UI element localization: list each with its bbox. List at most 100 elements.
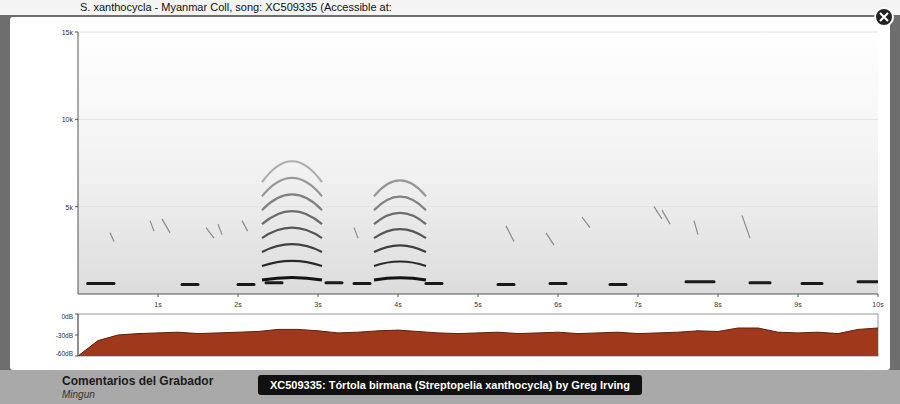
note — [498, 283, 514, 286]
y-axis — [78, 32, 79, 294]
harmonic — [262, 178, 322, 196]
y-tick — [75, 119, 78, 120]
x-tick-label: 6s — [554, 301, 562, 308]
overlay — [0, 0, 900, 404]
grid-line — [78, 119, 878, 120]
x-tick — [238, 294, 239, 297]
x-tick-label: 9s — [794, 301, 802, 308]
x-tick — [478, 294, 479, 297]
harmonic — [374, 229, 426, 238]
note — [610, 283, 626, 286]
y-tick — [75, 32, 78, 33]
x-tick — [558, 294, 559, 297]
harmonic — [262, 261, 322, 266]
chirp — [694, 221, 698, 235]
harmonic — [262, 211, 322, 224]
chirp — [742, 215, 750, 238]
x-tick-label: 5s — [474, 301, 482, 308]
note — [426, 282, 442, 285]
y-tick-label: 5k — [66, 204, 74, 211]
y-tick-label: 0dB — [61, 313, 73, 320]
close-icon — [880, 13, 888, 21]
comments-text: Mingun — [62, 389, 95, 400]
note — [550, 282, 566, 285]
marks — [78, 328, 878, 356]
bottom-strip — [0, 370, 900, 404]
x-tick — [398, 294, 399, 297]
amplitude-line — [78, 328, 878, 356]
chirp — [354, 228, 358, 238]
y-tick-label: -60dB — [56, 350, 73, 357]
top-text: S. xanthocycla - Myanmar Coll, song: XC5… — [80, 1, 392, 13]
chirp — [506, 226, 514, 242]
harmonic — [374, 180, 426, 196]
x-tick-label: 10s — [872, 301, 884, 308]
x-tick — [718, 294, 719, 297]
harmonic — [262, 194, 322, 210]
harmonic — [262, 244, 322, 252]
harmonic — [262, 161, 322, 182]
x-tick — [318, 294, 319, 297]
plot-background — [78, 32, 878, 294]
note — [750, 281, 770, 284]
note — [686, 280, 714, 283]
note — [802, 282, 822, 285]
grid-line — [78, 206, 878, 207]
y-tick-label: 10k — [62, 116, 74, 123]
y-tick — [75, 335, 78, 336]
chirp — [546, 233, 554, 245]
chirp — [218, 224, 222, 234]
y-tick — [75, 314, 78, 315]
amplitude-area — [78, 328, 878, 356]
top-strip — [0, 0, 900, 15]
grid-line — [78, 32, 878, 33]
chirp — [582, 217, 590, 227]
y-tick-label: -30dB — [56, 332, 73, 339]
caption-background — [258, 375, 642, 395]
caption-group: XC509335: Tórtola birmana (Streptopelia … — [258, 375, 642, 395]
note — [238, 283, 254, 286]
harmonic — [262, 228, 322, 238]
note — [266, 281, 282, 284]
x-tick — [878, 294, 879, 297]
page: S. xanthocycla - Myanmar Coll, song: XC5… — [0, 0, 900, 404]
note — [88, 282, 114, 285]
harmonic — [374, 197, 426, 211]
chirp — [150, 221, 154, 231]
x-tick-label: 8s — [714, 301, 722, 308]
y-tick — [75, 206, 78, 207]
harmonic — [374, 262, 426, 267]
modal — [10, 17, 890, 370]
x-tick-label: 2s — [234, 301, 242, 308]
x-tick — [638, 294, 639, 297]
close-button[interactable] — [875, 8, 893, 26]
amplitude-frame — [78, 314, 878, 356]
harmonic — [262, 277, 322, 280]
y-tick — [75, 356, 78, 357]
harmonic — [374, 245, 426, 252]
chirp — [206, 228, 214, 238]
caption: XC509335: Tórtola birmana (Streptopelia … — [270, 379, 630, 391]
note — [858, 280, 878, 283]
call — [262, 161, 322, 280]
note — [354, 282, 370, 285]
chirp — [110, 233, 114, 242]
x-tick-label: 1s — [154, 301, 162, 308]
call — [374, 180, 426, 280]
harmonic — [374, 213, 426, 224]
chirp — [242, 221, 248, 231]
note — [326, 281, 342, 284]
chirp — [662, 210, 670, 224]
y-tick-label: 15k — [62, 29, 74, 36]
x-tick — [798, 294, 799, 297]
x-tick-label: 3s — [314, 301, 322, 308]
marks — [88, 161, 878, 284]
close-circle — [875, 8, 893, 26]
harmonic — [374, 278, 426, 280]
chirp — [162, 219, 170, 233]
note — [182, 283, 198, 286]
chirp — [654, 207, 662, 219]
comments-heading: Comentarios del Grabador — [62, 374, 214, 388]
x-tick — [158, 294, 159, 297]
x-tick-label: 4s — [394, 301, 402, 308]
